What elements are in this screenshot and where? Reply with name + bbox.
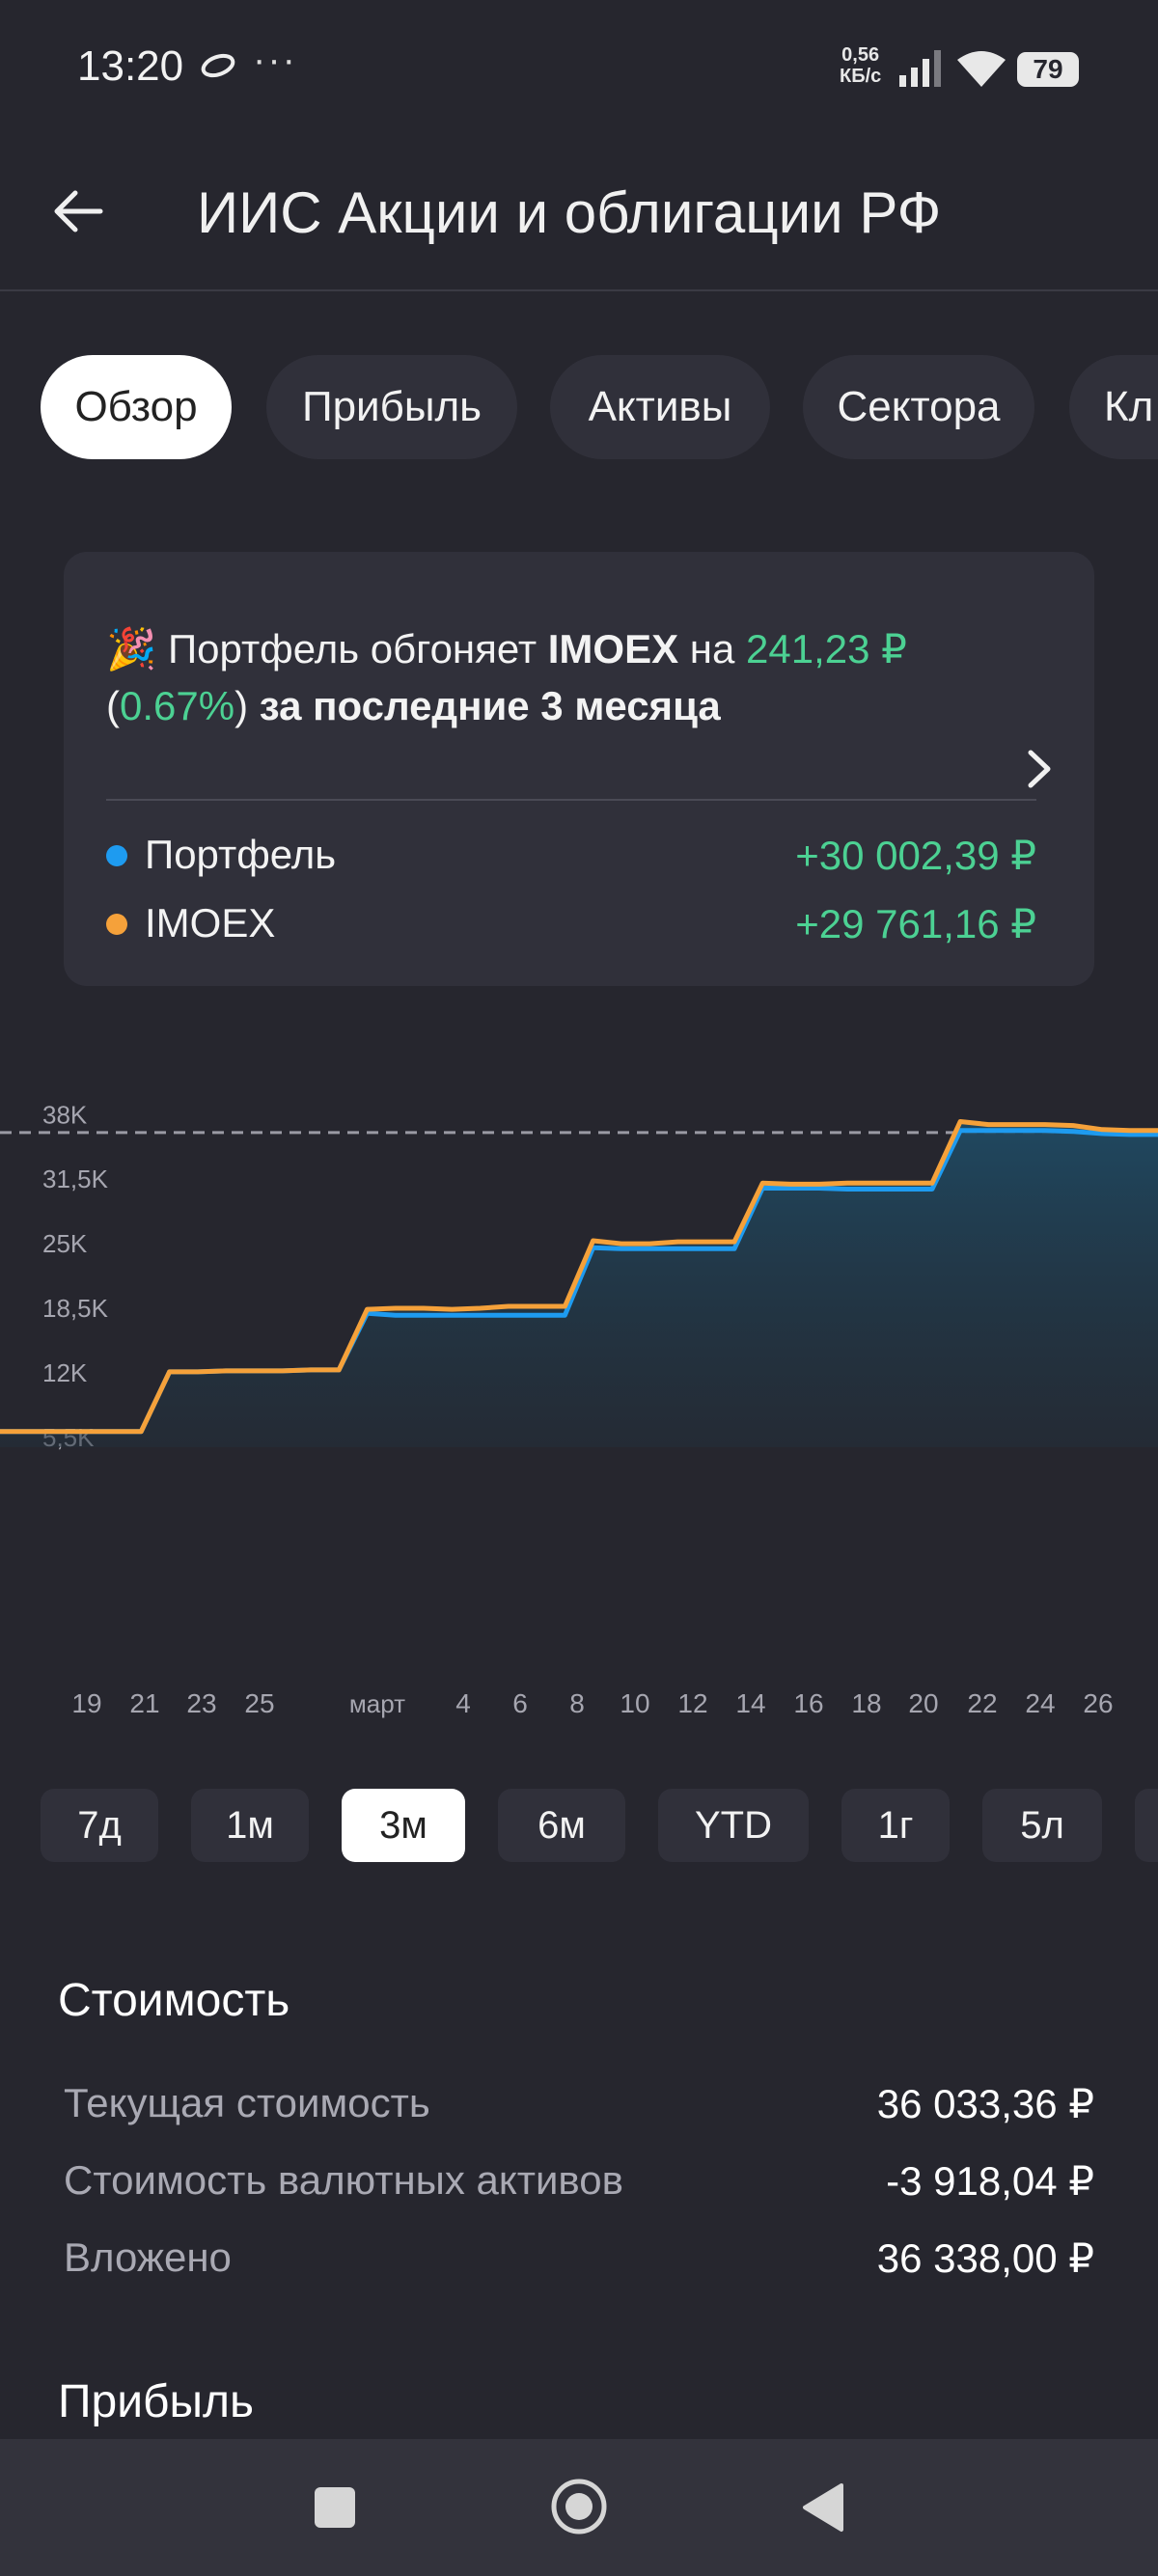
y-tick-label: 38K	[42, 1100, 88, 1129]
x-tick-label: 6	[512, 1688, 528, 1718]
x-tick-label: 14	[735, 1688, 765, 1718]
x-tick-label: 8	[569, 1688, 585, 1718]
comparison-text-line1: 🎉 Портфель обгоняет IMOEX на 241,23 ₽	[106, 625, 907, 673]
y-tick-label: 12K	[42, 1358, 88, 1387]
tab-overview[interactable]: Обзор	[41, 355, 232, 459]
portfolio-legend-label: Портфель	[145, 832, 337, 877]
invested-value: 36 338,00 ₽	[876, 2235, 1094, 2281]
comparison-text: Портфель обгоняет	[156, 626, 548, 671]
chevron-right-icon[interactable]	[1019, 745, 1058, 793]
x-tick-label: 21	[129, 1688, 159, 1718]
party-icon: 🎉	[106, 626, 157, 671]
page-title: ИИС Акции и облигации РФ	[197, 180, 942, 245]
benchmark-comparison-card[interactable]: 🎉 Портфель обгоняет IMOEX на 241,23 ₽ (0…	[64, 552, 1094, 986]
comparison-text-line2: (0.67%) за последние 3 месяца	[106, 683, 721, 729]
portfolio-legend-dot	[106, 845, 127, 866]
x-tick-label: 23	[186, 1688, 216, 1718]
range-3m[interactable]: 3м	[342, 1789, 465, 1862]
x-tick-label: 20	[908, 1688, 938, 1718]
x-tick-label: 10	[620, 1688, 649, 1718]
tab-sectors[interactable]: Сектора	[803, 355, 1034, 459]
close-paren: )	[234, 683, 249, 728]
app-header: ИИС Акции и облигации РФ	[0, 164, 1158, 291]
imoex-legend-label: IMOEX	[145, 900, 276, 945]
range-6m[interactable]: 6м	[498, 1789, 625, 1862]
value-section-title: Стоимость	[58, 1975, 290, 2026]
range-ytd[interactable]: YTD	[658, 1789, 809, 1862]
x-tick-label: 26	[1083, 1688, 1113, 1718]
y-tick-label: 18,5K	[42, 1294, 109, 1323]
back-triangle-icon[interactable]	[799, 2481, 845, 2534]
range-7d[interactable]: 7д	[41, 1789, 158, 1862]
x-tick-label: 16	[793, 1688, 823, 1718]
battery-indicator: 79	[1017, 52, 1079, 87]
portfolio-gain: +30 002,39 ₽	[795, 833, 1036, 878]
home-icon[interactable]	[550, 2478, 608, 2535]
tab-profit[interactable]: Прибыль	[266, 355, 517, 459]
x-tick-label: 25	[244, 1688, 274, 1718]
arrow-left-icon[interactable]	[48, 181, 108, 241]
net-speed-value: 0,56	[841, 44, 880, 66]
x-tick-label: 12	[677, 1688, 707, 1718]
currency-assets-value: -3 918,04 ₽	[886, 2158, 1094, 2204]
comparison-period: за последние 3 месяца	[248, 683, 721, 728]
network-speed: 0,56 КБ/с	[840, 44, 881, 87]
diff-percent: 0.67%	[120, 683, 235, 728]
benchmark-name: IMOEX	[547, 626, 679, 671]
tab-more[interactable]: Кл	[1069, 355, 1158, 459]
x-tick-label: 18	[851, 1688, 881, 1718]
recent-apps-icon[interactable]	[315, 2487, 355, 2528]
tab-assets[interactable]: Активы	[550, 355, 770, 459]
imoex-legend-dot	[106, 914, 127, 935]
net-speed-unit: КБ/с	[840, 66, 882, 87]
x-tick-label: 22	[967, 1688, 997, 1718]
comparison-text-on: на	[678, 626, 746, 671]
range-more[interactable]	[1135, 1789, 1158, 1862]
infinity-icon	[201, 53, 235, 78]
profit-section-title: Прибыль	[58, 2376, 255, 2427]
status-time: 13:20	[77, 42, 184, 90]
currency-assets-label: Стоимость валютных активов	[64, 2157, 623, 2203]
imoex-series-line	[0, 1119, 1158, 1435]
system-nav-bar	[0, 2439, 1158, 2576]
y-tick-label: 31,5K	[42, 1165, 109, 1193]
signal-icon	[899, 50, 941, 87]
open-paren: (	[106, 683, 120, 728]
y-tick-label: 25K	[42, 1229, 88, 1258]
x-tick-label: 19	[71, 1688, 101, 1718]
current-value-label: Текущая стоимость	[64, 2080, 430, 2125]
range-1y[interactable]: 1г	[841, 1789, 950, 1862]
x-tick-label: 4	[455, 1688, 471, 1718]
diff-amount: 241,23 ₽	[746, 626, 907, 671]
range-5y[interactable]: 5л	[982, 1789, 1102, 1862]
invested-label: Вложено	[64, 2234, 232, 2280]
imoex-gain: +29 761,16 ₽	[795, 901, 1036, 946]
notification-dots: ···	[253, 39, 297, 81]
wifi-icon	[957, 51, 1006, 87]
current-value: 36 033,36 ₽	[876, 2081, 1094, 2126]
range-1m[interactable]: 1м	[191, 1789, 309, 1862]
card-divider	[106, 799, 1036, 801]
x-tick-label: март	[349, 1689, 405, 1718]
x-tick-label: 24	[1025, 1688, 1055, 1718]
